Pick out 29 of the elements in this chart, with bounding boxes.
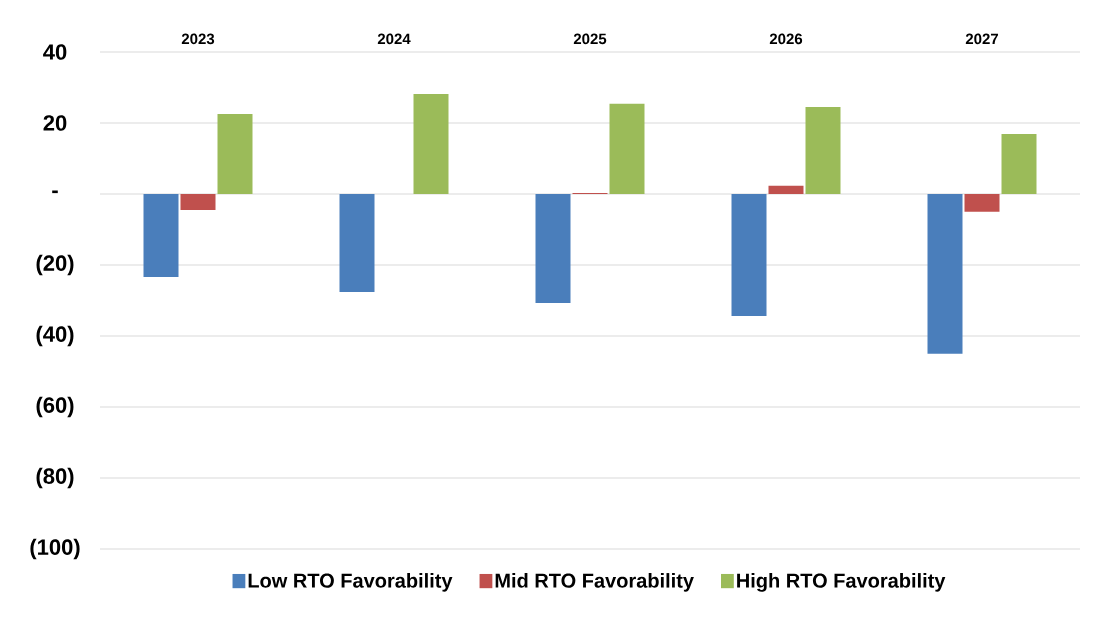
bar	[805, 107, 841, 194]
legend-label: Low RTO Favorability	[248, 573, 453, 592]
bar	[1001, 134, 1037, 194]
y-tick-label: -	[52, 190, 58, 194]
y-tick-label: 40	[43, 44, 67, 60]
legend-label: Mid RTO Favorability	[495, 573, 694, 592]
y-tick-label: (60)	[36, 396, 74, 418]
x-tick-label: 2027	[965, 33, 999, 45]
y-tick-label: 20	[43, 115, 67, 131]
bar	[768, 185, 804, 194]
y-tick-label: (20)	[36, 254, 74, 276]
x-tick-label: 2023	[181, 33, 215, 45]
bar	[731, 194, 767, 317]
x-tick-label: 2026	[769, 33, 803, 45]
y-tick-label: (80)	[36, 467, 74, 489]
y-tick-label: (100)	[30, 538, 80, 560]
x-tick-label: 2025	[573, 33, 607, 45]
bar	[217, 114, 253, 194]
bar	[927, 194, 963, 354]
bar	[964, 194, 1000, 212]
bar	[143, 194, 179, 278]
bar	[413, 93, 449, 194]
legend-label: High RTO Favorability	[737, 573, 946, 592]
x-tick-label: 2024	[377, 33, 411, 45]
bar	[180, 194, 216, 210]
bar	[535, 194, 571, 303]
y-tick-label: (40)	[36, 325, 74, 347]
bar	[339, 194, 375, 292]
bar	[609, 103, 645, 194]
